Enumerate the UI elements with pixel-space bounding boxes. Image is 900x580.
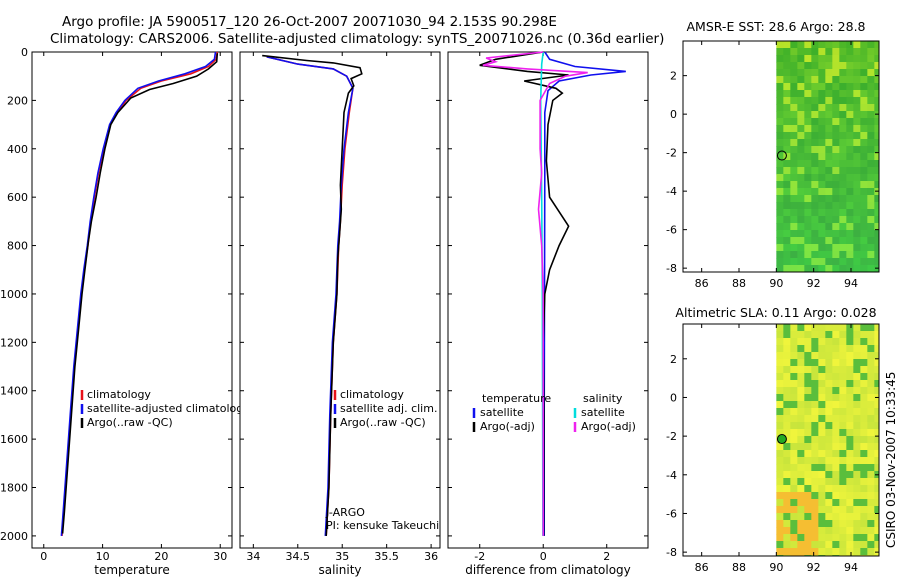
sst-y-tick-label: 0: [670, 108, 677, 121]
salinity-axes-frame: [239, 51, 441, 549]
difference-legend-title: salinity: [583, 392, 623, 405]
temperature-x-tick-label: 20: [154, 550, 168, 563]
sla-y-tick-label: -2: [666, 430, 677, 443]
salinity-panel: 34 34.5 35 35.5 36 salinity climatologysatelli…: [239, 51, 441, 577]
depth-tick-label: 2000: [0, 530, 28, 543]
difference-legend-label: Argo(-adj): [480, 420, 535, 433]
sla-title: Altimetric SLA: 0.11 Argo: 0.028: [675, 305, 876, 320]
sla-map-frame: [682, 323, 880, 557]
temperature-x-tick-label: 0: [40, 550, 47, 563]
depth-tick-label: 1200: [0, 336, 28, 349]
sst-y-tick-label: -6: [666, 224, 677, 237]
sst-map-panel: 86 88 90 92 94 -8 -6 -4 -2 0 2: [666, 40, 880, 290]
sla-y-tick-label: 0: [670, 391, 677, 404]
sla-y-tick-label: -8: [666, 546, 677, 559]
sst-x-tick-label: 94: [844, 277, 858, 290]
depth-tick-label: 1600: [0, 433, 28, 446]
sst-x-tick-label: 88: [732, 277, 746, 290]
header-line1: Argo profile: JA 5900517_120 26-Oct-2007…: [62, 14, 557, 30]
temperature-series-line: [61, 53, 219, 534]
credit-text: CSIRO 03-Nov-2007 10:33:45: [884, 372, 898, 548]
salinity-series-line: [262, 54, 363, 536]
difference-x-tick-label: 0: [540, 550, 547, 563]
difference-x-axis-label: difference from climatology: [465, 563, 631, 577]
sla-y-tick-label: -6: [666, 507, 677, 520]
salinity-x-axis-label: salinity: [318, 563, 361, 577]
sst-map-frame: [682, 40, 880, 273]
sst-title: AMSR-E SST: 28.6 Argo: 28.8: [686, 19, 865, 34]
difference-x-tick-label: 2: [603, 550, 610, 563]
difference-series-line: [482, 51, 588, 536]
depth-tick-label: 1000: [0, 288, 28, 301]
difference-legend-label: satellite: [480, 406, 524, 419]
salinity-annotation: J-ARGO: [325, 506, 365, 519]
temperature-x-tick-label: 30: [213, 550, 227, 563]
sst-y-tick-label: -2: [666, 147, 677, 160]
temperature-panel: 0 10 20 30 temperature 0 200 400 600 800 1000 1200 1…: [0, 46, 250, 577]
sla-field: [776, 324, 880, 557]
salinity-x-tick-label: 34: [246, 550, 260, 563]
difference-legend-title: temperature: [482, 392, 551, 405]
temperature-series-line: [60, 51, 217, 536]
sla-y-tick-label: 2: [670, 353, 677, 366]
salinity-series-line: [266, 56, 354, 536]
temperature-x-axis-label: temperature: [94, 563, 169, 577]
difference-series-line: [479, 51, 570, 536]
sst-x-tick-label: 92: [807, 277, 821, 290]
difference-legend-label: Argo(-adj): [581, 420, 636, 433]
depth-tick-label: 1800: [0, 482, 28, 495]
sst-x-tick-label: 86: [695, 277, 709, 290]
salinity-legend-label: Argo(..raw -QC): [340, 416, 426, 429]
depth-tick-label: 200: [7, 94, 28, 107]
sst-y-tick-label: 2: [670, 70, 677, 83]
sla-x-tick-label: 86: [695, 561, 709, 574]
sla-argo-marker: [776, 434, 787, 445]
depth-tick-label: 1400: [0, 385, 28, 398]
salinity-annotation: PI: kensuke Takeuchi: [326, 519, 439, 532]
salinity-x-tick-label: 35: [335, 550, 349, 563]
sst-y-tick-label: -4: [666, 185, 677, 198]
temperature-axes-frame: [31, 51, 233, 549]
depth-tick-label: 600: [7, 191, 28, 204]
salinity-x-tick-label: 36: [424, 550, 438, 563]
sla-x-tick-label: 94: [844, 561, 858, 574]
temperature-legend-label: Argo(..raw -QC): [87, 416, 173, 429]
salinity-legend-label: satellite adj. clim.: [340, 402, 437, 415]
sla-x-tick-label: 88: [732, 561, 746, 574]
depth-tick-label: 0: [21, 46, 28, 59]
temperature-legend-label: climatology: [87, 388, 151, 401]
salinity-legend-label: climatology: [340, 388, 404, 401]
sst-argo-marker: [776, 150, 787, 161]
difference-legend-label: satellite: [581, 406, 625, 419]
depth-tick-label: 400: [7, 143, 28, 156]
difference-x-tick-label: -2: [474, 550, 485, 563]
sst-field: [776, 41, 880, 273]
depth-tick-label: 800: [7, 240, 28, 253]
sst-y-tick-label: -8: [666, 262, 677, 275]
sla-x-tick-label: 90: [769, 561, 783, 574]
temperature-x-tick-label: 10: [96, 550, 110, 563]
sla-y-tick-label: -4: [666, 469, 677, 482]
header-line2: Climatology: CARS2006. Satellite-adjuste…: [50, 31, 664, 47]
sla-map-panel: 86 88 90 92 94 -8 -6 -4 -2 0 2: [666, 323, 880, 574]
sst-x-tick-label: 90: [769, 277, 783, 290]
salinity-x-tick-label: 35.5: [374, 550, 399, 563]
salinity-x-tick-label: 34.5: [286, 550, 311, 563]
sla-x-tick-label: 92: [807, 561, 821, 574]
temperature-legend-label: satellite-adjusted climatology: [87, 402, 250, 415]
